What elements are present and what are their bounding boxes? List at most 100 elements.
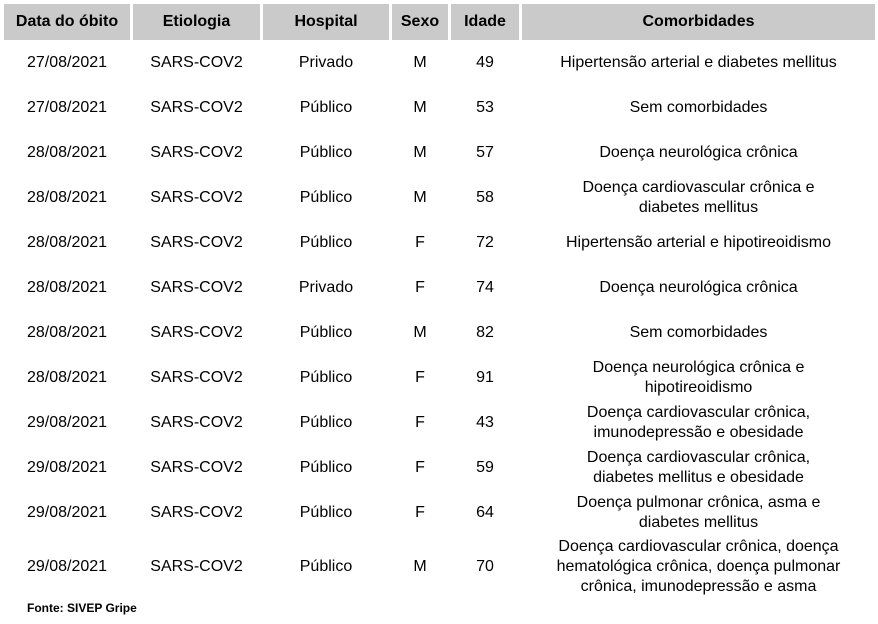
cell: Doença neurológica crônica: [522, 265, 875, 310]
header-cell: Idade: [451, 4, 519, 40]
cell: 29/08/2021: [26, 413, 108, 431]
cell-line: imunodepressão e obesidade: [593, 423, 804, 441]
cell: 57: [476, 143, 494, 161]
cell: 82: [476, 323, 494, 341]
cell: M: [413, 98, 427, 116]
cell: Privado: [298, 278, 354, 296]
cell: 58: [476, 188, 494, 206]
data-table: Data do óbito Etiologia Hospital Sexo Idade C…: [1, 4, 878, 598]
cell: SARS-COV2: [150, 368, 243, 386]
cell: 28/08/2021: [26, 188, 108, 206]
cell-line: Doença cardiovascular crônica,: [586, 403, 811, 421]
header-cell: Hospital: [263, 4, 389, 40]
cell: Público: [299, 368, 353, 386]
table-row: 29/08/2021 SARS-COV2 Público M 70 Doença card…: [4, 535, 875, 598]
table-row: 28/08/2021 SARS-COV2 Público F 72 Hipertensão…: [4, 220, 875, 265]
cell: Sem comorbidades: [522, 310, 875, 355]
cell: 28/08/2021: [26, 278, 108, 296]
table-row: 29/08/2021 SARS-COV2 Público F 43 Doença card…: [4, 400, 875, 445]
cell: Público: [299, 503, 353, 521]
cell-line: Doença neurológica crônica: [599, 278, 798, 296]
cell: SARS-COV2: [150, 413, 243, 431]
cell: M: [413, 323, 427, 341]
header-cell: Data do óbito: [4, 4, 130, 40]
cell: Doença cardiovascular crônica e diabetes …: [522, 175, 875, 220]
cell: M: [413, 557, 427, 575]
cell: Público: [299, 143, 353, 161]
cell: 91: [476, 368, 494, 386]
cell-line: Doença pulmonar crônica, asma e: [576, 493, 821, 511]
cell: 53: [476, 98, 494, 116]
table-body: 27/08/2021 SARS-COV2 Privado M 49 Hipertensão…: [4, 40, 875, 598]
cell: SARS-COV2: [150, 53, 243, 71]
table-row: 27/08/2021 SARS-COV2 Privado M 49 Hipertensão…: [4, 40, 875, 85]
cell: Privado: [298, 53, 354, 71]
cell: 64: [476, 503, 494, 521]
cell: 43: [476, 413, 494, 431]
cell: Público: [299, 233, 353, 251]
cell: Doença neurológica crônica: [522, 130, 875, 175]
cell: F: [415, 413, 425, 431]
table-row: 29/08/2021 SARS-COV2 Público F 64 Doença pulm…: [4, 490, 875, 535]
cell: SARS-COV2: [150, 188, 243, 206]
cell: M: [413, 53, 427, 71]
cell-line: Doença neurológica crônica e: [592, 358, 805, 376]
table-row: 29/08/2021 SARS-COV2 Público F 59 Doença card…: [4, 445, 875, 490]
cell: Público: [299, 458, 353, 476]
cell: F: [415, 278, 425, 296]
table-row: 28/08/2021 SARS-COV2 Público F 91 Doença neur…: [4, 355, 875, 400]
table-row: 27/08/2021 SARS-COV2 Público M 53 Sem comorbi…: [4, 85, 875, 130]
cell: M: [413, 188, 427, 206]
cell: Doença cardiovascular crônica, imunodepre…: [522, 400, 875, 445]
cell: M: [413, 143, 427, 161]
cell-line: Hipertensão arterial e hipotireoidismo: [565, 233, 832, 251]
cell: F: [415, 503, 425, 521]
cell: F: [415, 233, 425, 251]
cell: SARS-COV2: [150, 98, 243, 116]
cell: 28/08/2021: [26, 143, 108, 161]
cell-line: Sem comorbidades: [629, 323, 768, 341]
cell: F: [415, 458, 425, 476]
cell: Doença cardiovascular crônica, diabetes m…: [522, 445, 875, 490]
cell: 27/08/2021: [26, 98, 108, 116]
cell: Doença pulmonar crônica, asma e diabetes …: [522, 490, 875, 535]
header-cell: Comorbidades: [522, 4, 875, 40]
cell: 49: [476, 53, 494, 71]
cell: 29/08/2021: [26, 557, 108, 575]
footnote: Fonte: SIVEP Gripe: [27, 601, 137, 615]
header-row: Data do óbito Etiologia Hospital Sexo Idade C…: [4, 4, 875, 40]
table-row: 28/08/2021 SARS-COV2 Público M 57 Doença neur…: [4, 130, 875, 175]
cell: Doença neurológica crônica e hipotireoidi…: [522, 355, 875, 400]
cell-line: Sem comorbidades: [629, 98, 768, 116]
table-row: 28/08/2021 SARS-COV2 Privado F 74 Doença neur…: [4, 265, 875, 310]
cell: SARS-COV2: [150, 143, 243, 161]
cell: 70: [476, 557, 494, 575]
cell: SARS-COV2: [150, 503, 243, 521]
cell: Público: [299, 323, 353, 341]
header-cell: Sexo: [392, 4, 448, 40]
cell: 28/08/2021: [26, 233, 108, 251]
cell: Público: [299, 557, 353, 575]
cell-line: diabetes mellitus: [638, 198, 759, 216]
cell: 29/08/2021: [26, 458, 108, 476]
cell-line: diabetes mellitus: [638, 513, 759, 531]
cell: SARS-COV2: [150, 233, 243, 251]
cell: SARS-COV2: [150, 557, 243, 575]
cell: SARS-COV2: [150, 278, 243, 296]
cell: F: [415, 368, 425, 386]
cell: Público: [299, 413, 353, 431]
cell-line: Doença neurológica crônica: [599, 143, 798, 161]
table-row: 28/08/2021 SARS-COV2 Público M 58 Doença card…: [4, 175, 875, 220]
header-cell: Etiologia: [133, 4, 260, 40]
cell: SARS-COV2: [150, 323, 243, 341]
cell: Sem comorbidades: [522, 85, 875, 130]
cell: 28/08/2021: [26, 323, 108, 341]
cell-line: hematológica crônica, doença pulmonar: [556, 557, 841, 575]
table-row: 28/08/2021 SARS-COV2 Público M 82 Sem comorbi…: [4, 310, 875, 355]
cell: Público: [299, 188, 353, 206]
cell-line: hipotireoidismo: [644, 378, 753, 396]
cell-line: Doença cardiovascular crônica,: [586, 448, 811, 466]
cell: Hipertensão arterial e hipotireoidismo: [522, 220, 875, 265]
cell-line: Hipertensão arterial e diabetes mellitus: [560, 53, 837, 71]
